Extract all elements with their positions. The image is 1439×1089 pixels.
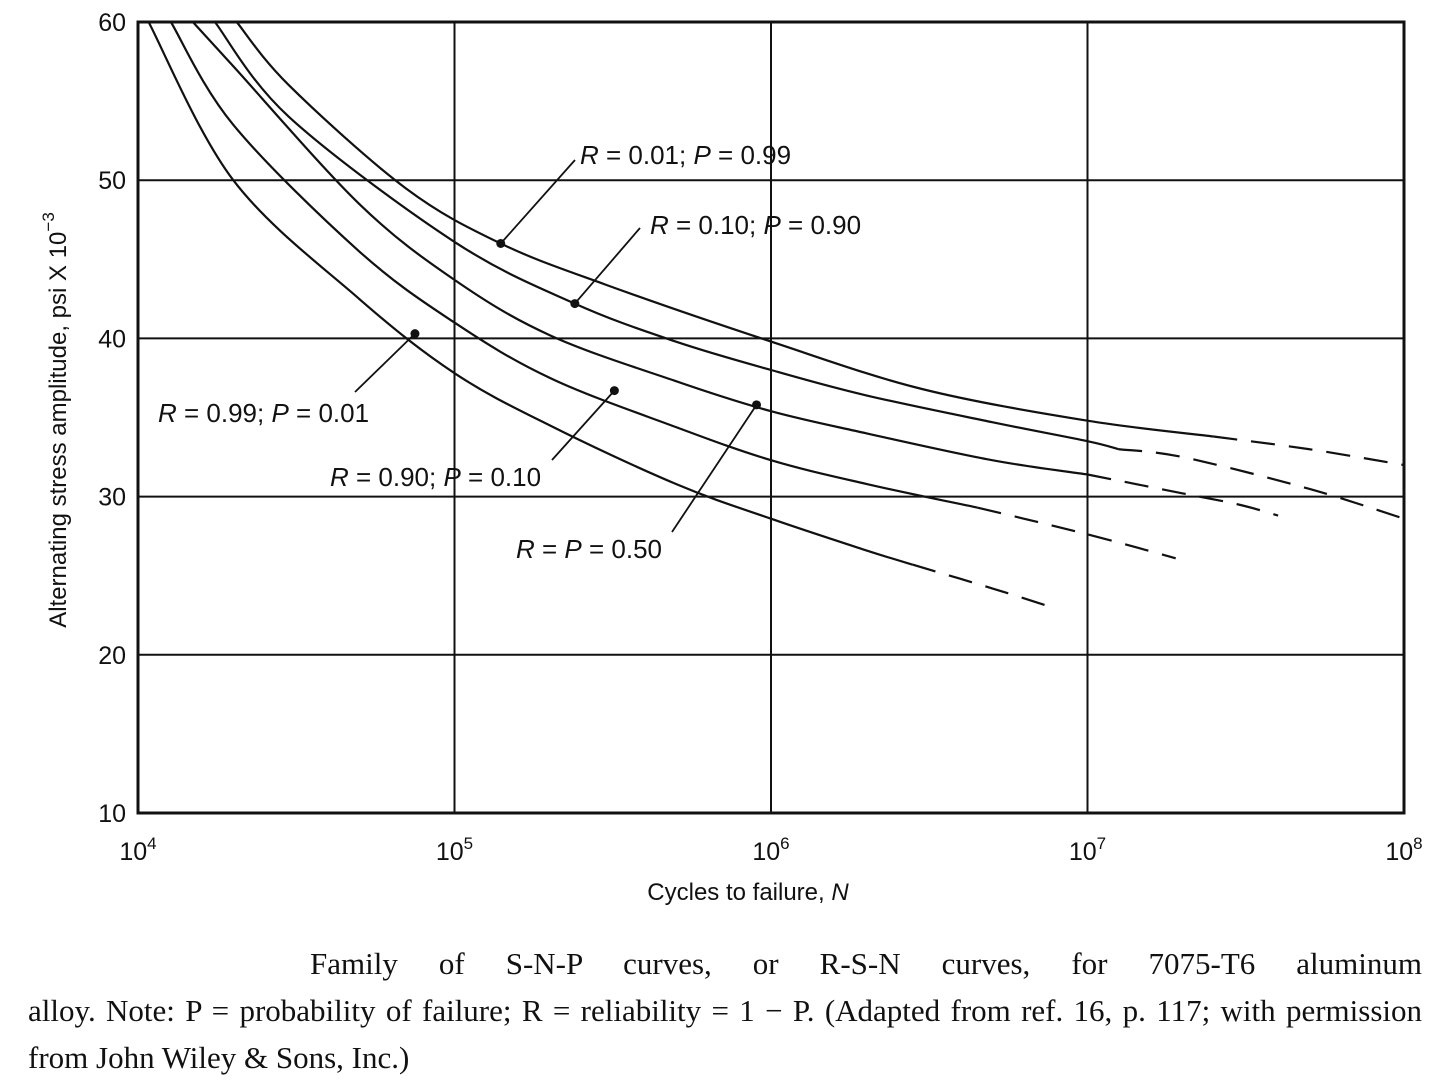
curve-solid-0 [147,21,913,566]
x-tick-base: 10 [436,838,464,866]
x-tick-exponent: 5 [464,834,473,853]
curve-dashed-0 [912,563,1058,610]
plot-frame [136,20,1406,815]
curves-layer [147,21,1405,610]
y-tick-labels: 10 20 30 40 50 60 [98,9,126,828]
curve-dashed-2 [1087,473,1279,517]
x-axis-label-text: Cycles to failure, [647,879,831,906]
x-tick-base: 10 [1385,838,1413,866]
annotation-label-4: R = P = 0.50 [516,534,662,564]
y-tick-label: 50 [98,167,126,195]
curve-solid-4 [235,21,1214,438]
x-tick-exponent: 6 [780,834,789,853]
curve-annotations: R = 0.01; P = 0.99 R = 0.10; P = 0.90 R = … [158,140,861,564]
x-axis-label-symbol: N [831,879,849,906]
x-tick-base: 10 [1069,838,1097,866]
curve-solid-2 [191,21,1088,476]
annotation-leader-1 [574,227,641,305]
annotation-leader-4 [671,404,758,533]
annotation-label-2: R = 0.99; P = 0.01 [158,398,369,428]
x-tick-label: 104 [119,834,156,866]
curve-dashed-4 [1213,435,1405,467]
annotation-label-0: R = 0.01; P = 0.99 [580,140,791,170]
figure-caption: Family of S-N-P curves, or R-S-N curves,… [28,940,1422,1081]
x-axis-label: Cycles to failure, N [647,879,849,906]
x-tick-exponent: 7 [1097,834,1106,853]
y-axis-label-exponent: −3 [39,212,58,231]
x-tick-base: 10 [119,838,147,866]
caption-line-1: Family of S-N-P curves, or R-S-N curves,… [310,946,1422,981]
annotation-label-1: R = 0.10; P = 0.90 [650,210,861,240]
curve-solid-3 [214,21,1119,451]
x-tick-label: 108 [1385,834,1422,866]
curve-solid-1 [169,21,978,509]
y-tick-label: 40 [98,325,126,353]
annotation-leader-3 [551,390,616,461]
curve-dashed-3 [1118,448,1405,520]
y-axis-label-text: Alternating stress amplitude, psi X 10 [45,232,72,628]
x-tick-exponent: 4 [147,834,156,853]
x-tick-label: 107 [1069,834,1106,866]
y-axis-label: Alternating stress amplitude, psi X 10−3 [39,212,72,628]
caption-rest: alloy. Note: P = probability of failure;… [28,993,1422,1075]
annotation-leader-0 [500,159,576,245]
x-tick-base: 10 [752,838,780,866]
x-tick-labels: 104 105 106 107 108 [119,834,1422,866]
curve-dashed-1 [977,506,1176,560]
x-tick-exponent: 8 [1413,834,1422,853]
grid-lines [138,22,1404,813]
x-tick-label: 106 [752,834,789,866]
y-tick-label: 30 [98,484,126,512]
y-tick-label: 10 [98,800,126,828]
annotation-label-3: R = 0.90; P = 0.10 [330,462,541,492]
annotation-leader-2 [354,333,416,393]
y-tick-label: 20 [98,642,126,670]
y-tick-label: 60 [98,9,126,37]
x-tick-label: 105 [436,834,473,866]
